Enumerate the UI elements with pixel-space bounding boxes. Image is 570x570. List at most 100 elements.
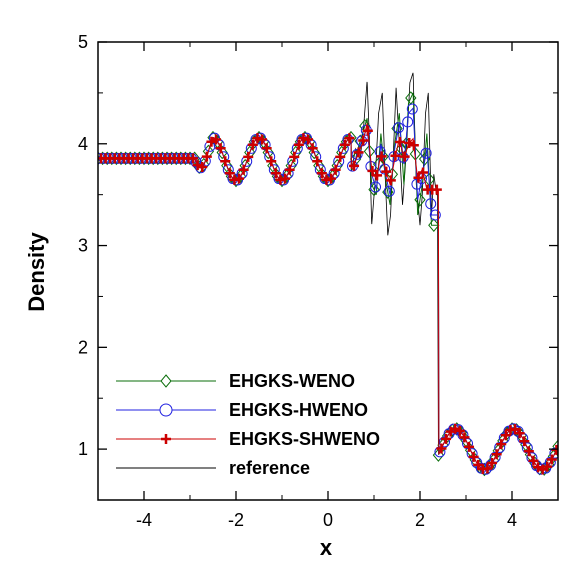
hweno-marker (439, 436, 451, 448)
shweno-marker (234, 173, 245, 184)
shweno-marker (289, 151, 300, 162)
shweno-marker (500, 430, 511, 441)
x-tick-label: 2 (415, 510, 425, 530)
shweno-marker (238, 164, 249, 175)
shweno-marker (303, 134, 314, 145)
y-tick-label: 3 (78, 236, 88, 256)
shweno-marker (312, 156, 323, 167)
weno-marker (308, 145, 320, 160)
shweno-marker (188, 153, 199, 164)
shweno-marker (487, 458, 498, 469)
axes: -4 -2 0 2 4 1 2 3 4 5 (78, 32, 559, 530)
shweno-marker (220, 156, 231, 167)
shweno-marker (229, 174, 240, 185)
y-tick-label: 2 (78, 337, 88, 357)
shweno-marker (418, 167, 429, 178)
hweno-marker (222, 164, 234, 176)
hweno-marker (337, 142, 349, 154)
legend-label: reference (229, 458, 310, 478)
shweno-marker (408, 140, 419, 151)
shweno-marker (372, 170, 383, 181)
shweno-marker (454, 425, 465, 436)
shweno-marker (362, 125, 373, 136)
shweno-marker (344, 133, 355, 144)
weno-marker (313, 158, 325, 173)
hweno-marker (383, 185, 395, 197)
shweno-marker (335, 151, 346, 162)
shweno-marker (298, 133, 309, 144)
hweno-marker (245, 142, 257, 154)
y-tick-label: 1 (78, 439, 88, 459)
shweno-marker (224, 168, 235, 179)
weno-marker (363, 144, 376, 159)
legend-item: EHGKS-SHWENO (116, 429, 380, 449)
plus-marker-icon (161, 434, 171, 444)
shweno-marker (247, 139, 258, 150)
shweno-marker (197, 161, 208, 172)
shweno-marker (514, 428, 525, 439)
x-tick-label: 4 (507, 510, 517, 530)
shweno-marker (326, 173, 337, 184)
weno-marker (267, 158, 279, 173)
hweno-marker (268, 164, 280, 176)
shweno-marker (321, 174, 332, 185)
shweno-marker (431, 184, 442, 195)
legend: EHGKS-WENO EHGKS-HWENO EHGKS-SHWENO referen… (116, 371, 380, 478)
shweno-marker (307, 143, 318, 154)
hweno-marker (291, 142, 303, 154)
weno-marker (414, 192, 426, 207)
diamond-marker-icon (160, 374, 172, 388)
shweno-marker (284, 164, 295, 175)
shweno-marker (436, 443, 447, 454)
legend-label: EHGKS-HWENO (229, 400, 368, 420)
weno-marker (395, 142, 408, 156)
shweno-marker (215, 143, 226, 154)
shweno-marker (252, 133, 263, 144)
shweno-marker (523, 446, 534, 457)
shweno-marker (441, 433, 452, 444)
shweno-marker (395, 136, 406, 147)
series-markers-2 (98, 125, 558, 475)
shweno-marker (339, 139, 350, 150)
hweno-marker (425, 198, 437, 210)
shweno-marker (542, 461, 553, 472)
circle-marker-icon (159, 403, 173, 417)
legend-item: EHGKS-HWENO (116, 400, 368, 420)
hweno-marker (379, 163, 391, 175)
y-tick-label: 4 (78, 134, 88, 154)
x-tick-label: -2 (228, 510, 244, 530)
shweno-marker (293, 139, 304, 150)
hweno-marker (494, 441, 506, 453)
shweno-marker (330, 164, 341, 175)
shweno-marker (464, 441, 475, 452)
x-tick-label: -4 (136, 510, 152, 530)
hweno-marker (406, 103, 418, 115)
shweno-marker (482, 463, 493, 474)
weno-marker (552, 439, 558, 454)
weno-marker (262, 145, 274, 160)
shweno-marker (546, 454, 557, 465)
hweno-marker (393, 122, 405, 134)
weno-marker (428, 218, 440, 232)
shweno-marker (349, 160, 360, 171)
shweno-marker (270, 168, 281, 179)
shweno-marker (385, 175, 396, 186)
x-tick-label: 0 (323, 510, 333, 530)
hweno-marker (466, 448, 478, 460)
weno-marker (221, 158, 233, 173)
hweno-marker (314, 164, 326, 176)
shweno-marker (496, 439, 507, 450)
shweno-marker (316, 168, 327, 179)
hweno-marker (402, 116, 414, 128)
shweno-marker (211, 134, 222, 145)
shweno-marker (381, 166, 392, 177)
shweno-marker (257, 134, 268, 145)
shweno-marker (528, 455, 539, 466)
x-axis-label: x (320, 535, 333, 560)
shweno-marker (390, 150, 401, 161)
hweno-marker (420, 147, 432, 159)
y-tick-label: 5 (78, 32, 88, 52)
shweno-marker (358, 135, 369, 146)
hweno-marker (521, 442, 533, 454)
